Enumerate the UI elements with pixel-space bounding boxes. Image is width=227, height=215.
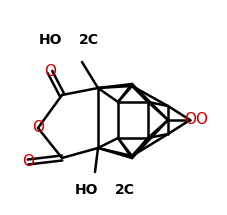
Text: 2C: 2C bbox=[79, 33, 99, 47]
Text: HO: HO bbox=[74, 183, 98, 197]
Text: HO: HO bbox=[39, 33, 62, 47]
Text: 2C: 2C bbox=[115, 183, 135, 197]
Text: O: O bbox=[22, 155, 34, 169]
Text: O: O bbox=[195, 112, 207, 127]
Text: O: O bbox=[44, 64, 56, 80]
Text: O: O bbox=[32, 120, 44, 135]
Text: O: O bbox=[184, 112, 196, 127]
